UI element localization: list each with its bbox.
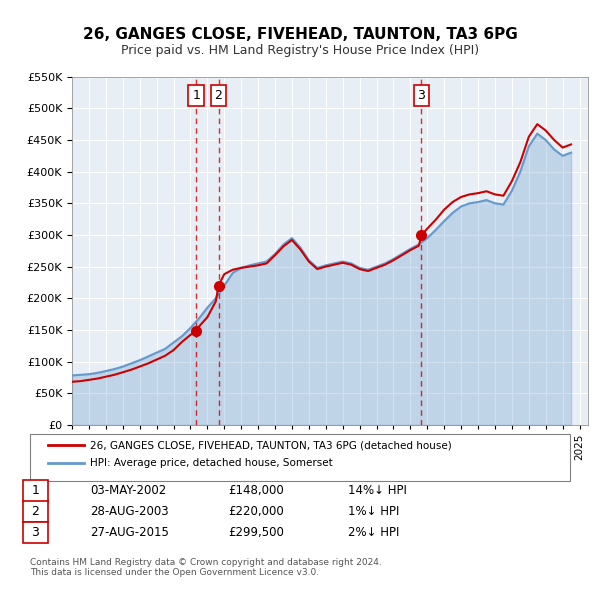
Text: 3: 3	[31, 526, 40, 539]
Text: 03-MAY-2002: 03-MAY-2002	[90, 484, 166, 497]
Text: 26, GANGES CLOSE, FIVEHEAD, TAUNTON, TA3 6PG (detached house): 26, GANGES CLOSE, FIVEHEAD, TAUNTON, TA3…	[90, 441, 452, 450]
Text: £220,000: £220,000	[228, 505, 284, 518]
Text: 14%↓ HPI: 14%↓ HPI	[348, 484, 407, 497]
Text: 1%↓ HPI: 1%↓ HPI	[348, 505, 400, 518]
Text: 26, GANGES CLOSE, FIVEHEAD, TAUNTON, TA3 6PG: 26, GANGES CLOSE, FIVEHEAD, TAUNTON, TA3…	[83, 27, 517, 41]
Text: 2: 2	[215, 89, 223, 102]
Text: 2: 2	[31, 505, 40, 518]
Text: HPI: Average price, detached house, Somerset: HPI: Average price, detached house, Some…	[90, 458, 333, 468]
Text: 1: 1	[192, 89, 200, 102]
Text: 28-AUG-2003: 28-AUG-2003	[90, 505, 169, 518]
Text: £299,500: £299,500	[228, 526, 284, 539]
Text: 3: 3	[418, 89, 425, 102]
Text: Price paid vs. HM Land Registry's House Price Index (HPI): Price paid vs. HM Land Registry's House …	[121, 44, 479, 57]
Text: 27-AUG-2015: 27-AUG-2015	[90, 526, 169, 539]
Text: £148,000: £148,000	[228, 484, 284, 497]
Text: 1: 1	[31, 484, 40, 497]
Text: Contains HM Land Registry data © Crown copyright and database right 2024.
This d: Contains HM Land Registry data © Crown c…	[30, 558, 382, 577]
Text: 2%↓ HPI: 2%↓ HPI	[348, 526, 400, 539]
